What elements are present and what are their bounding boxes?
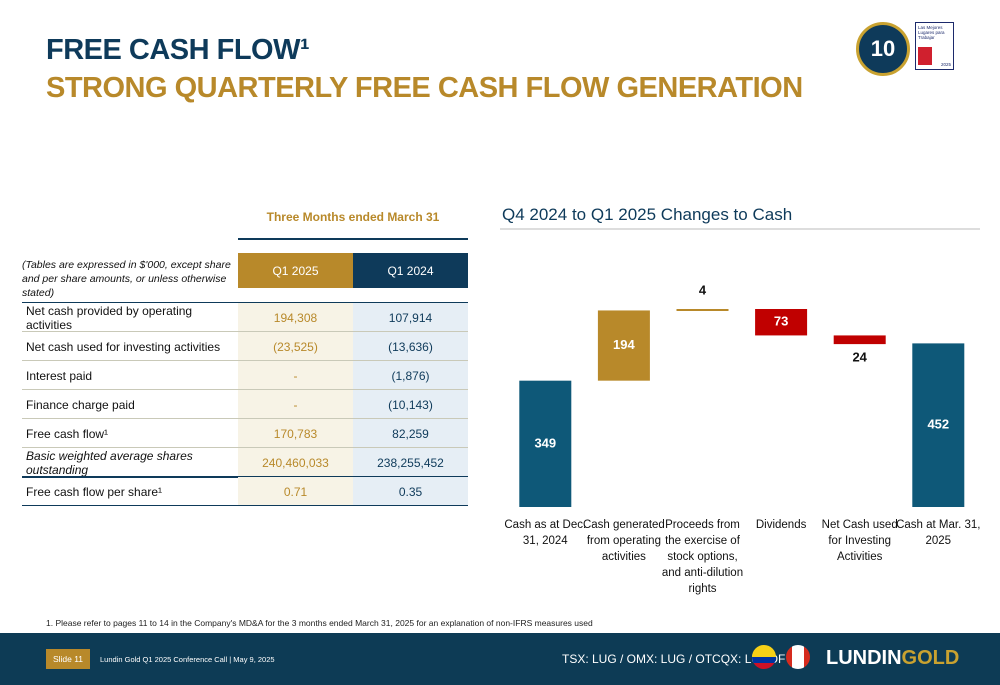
cell: 238,255,452 xyxy=(353,448,468,477)
bar xyxy=(519,380,572,507)
data-label: 194 xyxy=(613,337,635,352)
footer: Slide 11 Lundin Gold Q1 2025 Conference … xyxy=(0,633,1000,685)
footnote: 1. Please refer to pages 11 to 14 in the… xyxy=(46,618,593,628)
cell: (10,143) xyxy=(353,390,468,419)
logo-text: LUNDIN xyxy=(826,647,902,669)
cell: - xyxy=(238,361,353,390)
row-label: Free cash flow¹ xyxy=(26,426,109,441)
cell: 194,308 xyxy=(238,303,353,332)
logo: LUNDINGOLD xyxy=(826,647,959,670)
badge-text: Las Mejores Lugares para Trabajar xyxy=(918,25,945,40)
bar xyxy=(676,309,729,311)
cell: 240,460,033 xyxy=(238,448,353,477)
rule xyxy=(22,418,468,419)
cell: - xyxy=(238,390,353,419)
rule xyxy=(22,331,468,332)
bar xyxy=(597,310,650,381)
column-header: Q1 2024 xyxy=(353,253,468,288)
x-tick-label: Cash generated from operating activities xyxy=(582,519,665,563)
row-label: Finance charge paid xyxy=(26,397,135,412)
chart-title: Q4 2024 to Q1 2025 Changes to Cash xyxy=(502,205,792,224)
row-label: Interest paid xyxy=(26,368,93,383)
logo-text: GOLD xyxy=(901,647,960,669)
subtitle: STRONG QUARTERLY FREE CASH FLOW GENERATI… xyxy=(46,72,803,104)
footer-event: Lundin Gold Q1 2025 Conference Call | Ma… xyxy=(100,655,275,664)
tickers: TSX: LUG / OMX: LUG / OTCQX: LUGDF xyxy=(562,652,786,666)
x-tick-label: Net Cash used for Investing Activities xyxy=(821,519,898,563)
rule xyxy=(22,447,468,448)
cell: (13,636) xyxy=(353,332,468,361)
title: FREE CASH FLOW¹ xyxy=(46,34,310,66)
badge-text: 2025 xyxy=(940,62,951,67)
x-tick-label: Cash as at Dec. 31, 2024 xyxy=(504,519,587,547)
rule xyxy=(238,238,468,240)
rule xyxy=(22,505,468,506)
cell: 82,259 xyxy=(353,419,468,448)
data-label: 73 xyxy=(774,314,788,329)
data-label: 349 xyxy=(534,435,556,450)
chart: Q4 2024 to Q1 2025 Changes to Cash 349 19… xyxy=(500,205,980,507)
row-label: Free cash flow per share¹ xyxy=(26,484,163,499)
badge-text: 10 xyxy=(870,36,896,61)
gptw-badge: Las Mejores Lugares para Trabajar 2025 xyxy=(915,22,954,70)
slide-number: Slide 11 xyxy=(46,649,90,669)
cell: 107,914 xyxy=(353,303,468,332)
rule xyxy=(22,302,468,303)
table-note: (Tables are expressed in $'000, except s… xyxy=(22,259,231,299)
cell: 170,783 xyxy=(238,419,353,448)
cell: (1,876) xyxy=(353,361,468,390)
bar xyxy=(833,335,886,345)
x-tick-label: Proceeds from the exercise of stock opti… xyxy=(661,519,744,595)
rule xyxy=(22,360,468,361)
x-tick-label: Dividends xyxy=(755,519,807,531)
data-label: 452 xyxy=(927,417,949,432)
row-label: Net cash used for investing activities xyxy=(26,339,221,354)
rule xyxy=(22,389,468,390)
bar xyxy=(755,309,808,336)
bar xyxy=(912,343,965,507)
flag-canada xyxy=(786,645,810,669)
x-tick-label: Cash at Mar. 31, 2025 xyxy=(896,519,981,547)
cell: 0.71 xyxy=(238,477,353,506)
row-label: Basic weighted average shares outstandin… xyxy=(26,448,193,477)
cell: 0.35 xyxy=(353,477,468,506)
data-label: 4 xyxy=(699,282,707,297)
flag-ecuador xyxy=(752,645,776,669)
cell: (23,525) xyxy=(238,332,353,361)
row-label: Net cash provided by operating activitie… xyxy=(26,303,193,332)
anniversary-badge: 10 xyxy=(856,22,910,76)
data-label: 24 xyxy=(852,350,867,365)
column-header: Q1 2025 xyxy=(238,253,353,288)
table-period: Three Months ended March 31 xyxy=(266,210,440,224)
